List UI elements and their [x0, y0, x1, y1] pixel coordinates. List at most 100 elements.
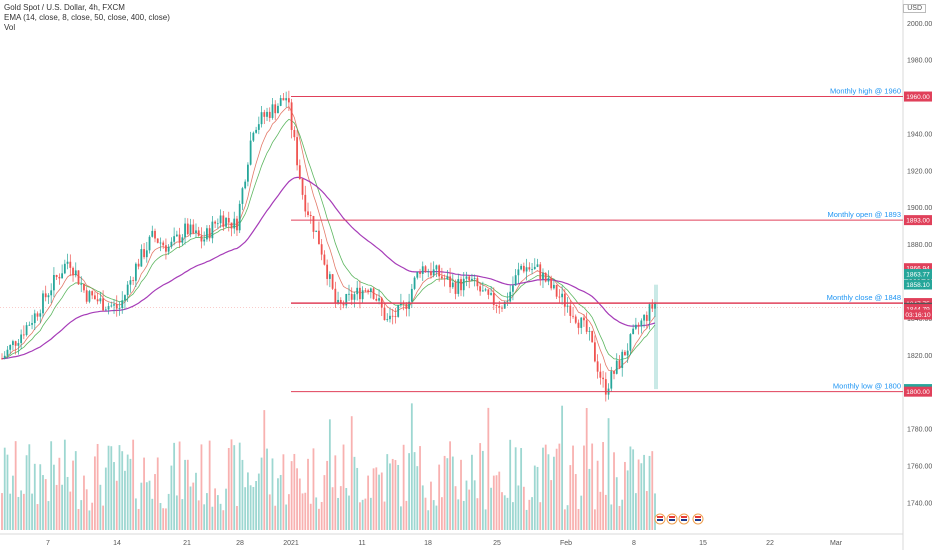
volume-bar	[522, 486, 525, 530]
candle	[610, 366, 613, 392]
currency-badge[interactable]: USD	[903, 4, 926, 13]
candle	[315, 230, 318, 233]
candle-body	[471, 278, 473, 281]
candle-body	[492, 293, 495, 305]
volume-indicator-label[interactable]: Vol	[4, 23, 16, 32]
candle	[132, 276, 135, 286]
volume-bar	[77, 508, 80, 530]
candle-body	[544, 272, 547, 282]
candle-body	[53, 274, 55, 291]
volume-bar	[577, 508, 580, 530]
volume-bar	[566, 505, 569, 530]
candle-body	[364, 290, 367, 292]
candle-body	[334, 288, 337, 303]
candle	[481, 281, 484, 292]
volume-bar	[298, 478, 301, 530]
candle-body	[63, 263, 66, 274]
candle	[93, 291, 96, 300]
level-label: Monthly close @ 1848	[827, 293, 901, 302]
volume-bar	[629, 446, 632, 530]
candle	[520, 263, 523, 271]
volume-bar	[460, 459, 462, 530]
candle	[618, 355, 621, 369]
candle-body	[233, 218, 236, 229]
candle	[77, 270, 80, 286]
volume-bar	[391, 458, 394, 530]
candle	[367, 288, 370, 295]
candle	[69, 254, 72, 277]
candle-body	[296, 137, 298, 166]
candle-body	[17, 343, 20, 346]
candle-body	[249, 140, 252, 165]
volume-bar	[216, 495, 219, 530]
candle-body	[285, 98, 288, 101]
volume-bar	[17, 496, 20, 530]
candle	[462, 272, 465, 297]
candle	[55, 274, 58, 280]
volume-bar	[563, 509, 566, 530]
candle-body	[593, 342, 596, 362]
volume-bar	[58, 457, 61, 530]
candle-body	[181, 237, 184, 243]
candle	[263, 109, 266, 125]
volume-bar	[421, 485, 424, 530]
candle	[66, 253, 69, 270]
candle	[558, 289, 561, 303]
price-tag-bg	[904, 215, 932, 226]
candle	[621, 349, 624, 377]
candle	[50, 283, 53, 304]
candle	[334, 281, 337, 309]
ema-indicator-label[interactable]: EMA (14, close, 8, close, 50, close, 400…	[4, 13, 170, 22]
volume-bar	[389, 463, 391, 530]
candle	[260, 105, 263, 128]
candle-body	[227, 217, 230, 223]
candle-body	[397, 305, 400, 317]
candle-body	[432, 269, 435, 276]
event-flag-stripe	[681, 516, 687, 518]
volume-bar	[424, 497, 427, 530]
candle-body	[405, 304, 408, 309]
volume-bar	[645, 491, 648, 530]
volume-bar	[197, 500, 200, 530]
candle-body	[315, 230, 318, 232]
candle	[74, 262, 77, 278]
volume-bar	[165, 508, 167, 530]
candle	[501, 305, 503, 313]
candle-body	[555, 284, 558, 297]
candle	[585, 312, 588, 335]
volume-bar	[585, 408, 588, 530]
candle-body	[367, 290, 370, 292]
volume-bar	[337, 497, 339, 530]
symbol-title[interactable]: Gold Spot / U.S. Dollar, 4h, FXCM	[4, 3, 125, 12]
candle-body	[394, 315, 397, 317]
candle	[471, 273, 473, 282]
candle-body	[167, 246, 170, 252]
candle-body	[274, 104, 277, 114]
candle	[454, 279, 457, 300]
candle-body	[225, 217, 227, 227]
volume-bar	[189, 486, 192, 530]
candle	[181, 234, 184, 246]
volume-bar	[364, 498, 367, 530]
candle-body	[503, 302, 506, 309]
volume-bar	[145, 482, 148, 530]
volume-bar	[296, 468, 298, 530]
candle-body	[257, 124, 260, 130]
volume-bar	[471, 454, 473, 530]
event-flag-icon	[666, 513, 678, 525]
candle	[397, 305, 400, 318]
candle	[577, 319, 580, 335]
volume-bar	[132, 439, 135, 530]
volume-bar	[640, 463, 643, 530]
volume-bar	[476, 498, 479, 530]
candle-body	[83, 283, 85, 291]
candle	[309, 211, 312, 224]
candle	[241, 186, 244, 211]
candle	[443, 274, 446, 287]
volume-bar	[208, 440, 211, 530]
volume-bar	[547, 454, 550, 530]
candle-body	[3, 355, 6, 359]
volume-bar	[440, 497, 443, 530]
